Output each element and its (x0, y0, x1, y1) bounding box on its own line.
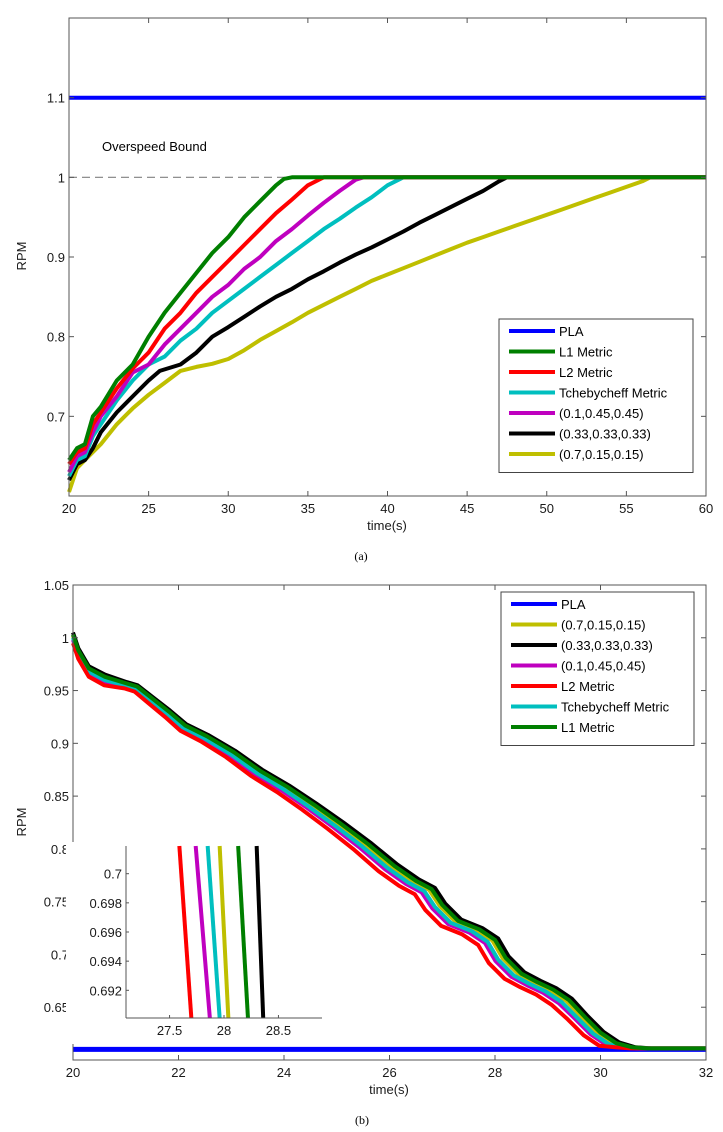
chart-a-ytick-label: 0.8 (47, 330, 65, 345)
chart-a-xtick-label: 35 (301, 501, 315, 516)
chart-b-ytick-label: 0.65 (44, 1000, 69, 1015)
chart-b-ytick-label: 0.95 (44, 684, 69, 699)
chart-b-inset: 27.5 28 28.5 0.692 0.694 0.696 0.698 0.7 (66, 842, 324, 1044)
chart-a: 20 25 30 35 40 45 50 55 60 0.7 0.8 0.9 1 1.1 Overspee… (14, 17, 713, 563)
chart-b-series-l2-metric (71, 642, 706, 1051)
chart-a-series-0-7-0-15-0-15 (67, 175, 706, 493)
chart-b-xtick-label: 22 (171, 1065, 185, 1080)
chart-a-ytick-label: 1 (58, 170, 65, 185)
chart-a-legend-label-tchebycheff-metric: Tchebycheff Metric (559, 386, 668, 401)
chart-a-legend-label-l1-metric: L1 Metric (559, 345, 613, 360)
chart-a-series-l1-metric (67, 175, 706, 462)
chart-b-inset-ytick-label: 0.692 (89, 983, 122, 998)
chart-b-legend-label-0-1-0-45-0-45: (0.1,0.45,0.45) (561, 659, 646, 674)
chart-a-annotation-overspeed: Overspeed Bound (102, 139, 207, 154)
chart-b-legend: PLA (0.7,0.15,0.15) (0.33,0.33,0.33) (0.1,0… (500, 591, 695, 746)
chart-b-legend-label-0-33-0-33-0-33: (0.33,0.33,0.33) (561, 638, 653, 653)
chart-b-ytick-label: 0.85 (44, 789, 69, 804)
chart-a-caption: (a) (354, 549, 367, 563)
chart-a-ytick-label: 0.9 (47, 250, 65, 265)
chart-b-ytick-label: 1 (62, 631, 69, 646)
chart-a-series-tchebycheff-metric (67, 175, 706, 477)
chart-a-xtick-label: 30 (221, 501, 235, 516)
chart-a-xtick-label: 50 (540, 501, 554, 516)
chart-a-xtick-label: 45 (460, 501, 474, 516)
chart-b-inset-series-0-7-0-15-0-15 (217, 845, 231, 1019)
chart-b-ytick-label: 0.75 (44, 895, 69, 910)
chart-a-xtick-label: 25 (141, 501, 155, 516)
chart-a-ytick-label: 1.1 (47, 91, 65, 106)
chart-b-inset-background (66, 842, 324, 1044)
chart-a-xtick-label: 60 (699, 501, 713, 516)
chart-a-series-group (67, 95, 706, 493)
chart-a-legend-label-pla: PLA (559, 324, 584, 339)
chart-b-legend-label-l1-metric: L1 Metric (561, 720, 615, 735)
chart-a-xtick-label: 40 (380, 501, 394, 516)
chart-b-series-l1-metric (71, 633, 706, 1051)
chart-b-legend-box (500, 591, 695, 746)
chart-b-inset-ytick-label: 0.696 (89, 925, 122, 940)
chart-b-ytick-label: 0.8 (51, 842, 69, 857)
chart-b-inset-series-0-1-0-45-0-45 (193, 845, 212, 1019)
chart-b-ytick-label: 1.05 (44, 578, 69, 593)
chart-b-inset-series-0-33-0-33-0-33 (254, 845, 266, 1019)
chart-b-inset-ytick-label: 0.698 (89, 896, 122, 911)
chart-a-legend-label-0-33-0-33-0-33: (0.33,0.33,0.33) (559, 427, 651, 442)
chart-a-ticks: 20 25 30 35 40 45 50 55 60 0.7 0.8 0.9 1 1.1 (47, 18, 713, 516)
chart-a-series-0-1-0-45-0-45 (67, 175, 706, 473)
chart-b-inset-xtick-label: 28.5 (266, 1023, 291, 1038)
chart-b-xtick-label: 26 (382, 1065, 396, 1080)
chart-b-legend-label-l2-metric: L2 Metric (561, 679, 615, 694)
chart-a-series-0-33-0-33-0-33 (67, 175, 706, 481)
chart-b-legend-label-tchebycheff-metric: Tchebycheff Metric (561, 700, 670, 715)
chart-b-legend-label-pla: PLA (561, 597, 586, 612)
chart-b-inset-xtick-label: 27.5 (157, 1023, 182, 1038)
chart-a-legend-label-0-1-0-45-0-45: (0.1,0.45,0.45) (559, 406, 644, 421)
chart-b-ytick-label: 0.9 (51, 736, 69, 751)
chart-a-legend-label-0-7-0-15-0-15: (0.7,0.15,0.15) (559, 447, 644, 462)
chart-a-legend-box (498, 318, 694, 473)
chart-b-ylabel: RPM (14, 808, 29, 837)
chart-b-ytick-label: 0.7 (51, 947, 69, 962)
chart-a-ytick-label: 0.7 (47, 409, 65, 424)
chart-b-inset-ytick-label: 0.694 (89, 954, 122, 969)
chart-a-legend: PLA L1 Metric L2 Metric Tchebycheff Metric (… (498, 318, 694, 473)
chart-b-inset-series-l2-metric (177, 845, 194, 1019)
chart-a-xtick-label: 55 (619, 501, 633, 516)
chart-b-xtick-label: 24 (277, 1065, 291, 1080)
chart-b-xtick-label: 28 (488, 1065, 502, 1080)
chart-b-series-tchebycheff-metric (71, 637, 706, 1051)
chart-b-inset-series-tchebycheff-metric (205, 845, 222, 1019)
chart-b-caption: (b) (355, 1113, 369, 1127)
chart-b-ticks: 20 22 24 26 28 30 32 0.65 0.7 0.75 0.8 0.85 0.9 0.95 1… (44, 578, 714, 1080)
chart-b-inset-series-l1-metric (236, 845, 250, 1019)
chart-b-inset-xtick-label: 28 (217, 1023, 231, 1038)
chart-b-xlabel: time(s) (369, 1082, 409, 1097)
chart-b-xtick-label: 32 (699, 1065, 713, 1080)
chart-b-series-group (71, 631, 706, 1052)
chart-b-inset-ytick-label: 0.7 (104, 867, 122, 882)
chart-b: 20 22 24 26 28 30 32 0.65 0.7 0.75 0.8 0.85 0.9 0.95 1… (14, 578, 713, 1127)
chart-a-xlabel: time(s) (367, 518, 407, 533)
chart-a-series-l2-metric (67, 175, 706, 466)
chart-b-xtick-label: 20 (66, 1065, 80, 1080)
chart-a-legend-label-l2-metric: L2 Metric (559, 365, 613, 380)
chart-b-legend-label-0-7-0-15-0-15: (0.7,0.15,0.15) (561, 618, 646, 633)
chart-a-ylabel: RPM (14, 242, 29, 271)
chart-a-xtick-label: 20 (62, 501, 76, 516)
chart-b-xtick-label: 30 (593, 1065, 607, 1080)
